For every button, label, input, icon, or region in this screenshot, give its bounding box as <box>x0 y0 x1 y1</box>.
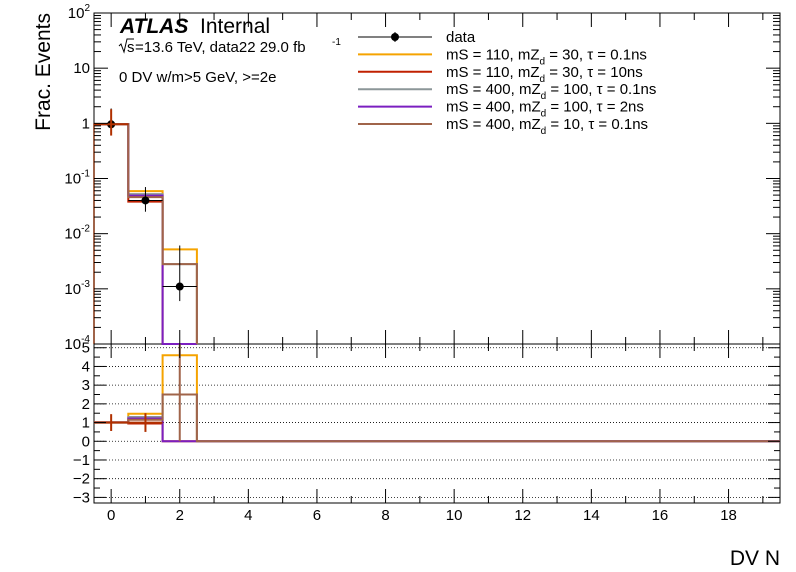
lumi-sqrt-s: s <box>127 39 135 56</box>
x-tick-label: 18 <box>720 507 737 524</box>
ratio-y-tick-label: −2 <box>73 471 90 488</box>
x-tick-label: 16 <box>652 507 669 524</box>
y-tick-label: 10-1 <box>64 169 90 188</box>
histogram-step-ratio <box>94 393 780 443</box>
lumi-exponent: -1 <box>332 37 341 48</box>
data-point <box>175 282 184 291</box>
x-tick-label: 8 <box>381 507 389 524</box>
data-point <box>141 196 150 205</box>
legend-entry: mS = 110, mZd = 30, τ = 0.1ns <box>446 46 647 67</box>
ratio-y-tick-label: 3 <box>82 377 90 394</box>
x-tick-label: 0 <box>107 507 115 524</box>
ratio-y-tick-label: 5 <box>82 340 90 357</box>
selection-label: 0 DV w/m>5 GeV, >=2e <box>119 69 276 86</box>
lumi-text: s =13.6 TeV, data22 29.0 fb -1 <box>118 37 341 56</box>
ratio-y-tick-label: 0 <box>82 433 90 450</box>
histogram-step-main <box>93 123 197 345</box>
y-tick-label: 102 <box>68 3 91 22</box>
atlas-label: ATLAS <box>119 15 188 38</box>
ratio-y-tick-label: 4 <box>82 358 90 375</box>
x-tick-label: 10 <box>446 507 463 524</box>
histogram-series <box>93 123 780 443</box>
ratio-y-tick-label: 1 <box>82 415 90 432</box>
histogram-step-main <box>93 123 197 345</box>
ratio-y-tick-label: −3 <box>73 489 90 506</box>
histogram-step-main <box>93 123 198 344</box>
sqrt-symbol <box>118 38 134 54</box>
y-tick-label: 1 <box>82 115 90 132</box>
x-tick-label: 14 <box>583 507 600 524</box>
legend-entry: mS = 400, mZd = 10, τ = 0.1ns <box>446 116 648 137</box>
histogram-step-main <box>93 123 198 344</box>
y-tick-label: 10-2 <box>64 224 90 243</box>
legend-entry: data <box>446 29 476 46</box>
x-axis-label: DV N <box>730 547 780 570</box>
legend-entry: mS = 400, mZd = 100, τ = 0.1ns <box>446 81 656 102</box>
ratio-y-tick-label: −1 <box>73 452 90 469</box>
y-tick-label: 10 <box>73 60 90 77</box>
legend-entry: mS = 400, mZd = 100, τ = 2ns <box>446 99 644 120</box>
ratio-y-tick-label: 2 <box>82 396 90 413</box>
y-tick-label: 10-4 <box>64 334 90 353</box>
y-tick-label: 10-3 <box>64 279 90 298</box>
x-tick-label: 12 <box>514 507 531 524</box>
x-tick-label: 6 <box>313 507 321 524</box>
lumi-energy-text: =13.6 TeV, data22 29.0 fb <box>135 39 306 56</box>
x-tick-label: 2 <box>176 507 184 524</box>
y-axis-label: Frac. Events <box>32 13 55 131</box>
histogram-step-main <box>93 123 198 344</box>
data-points <box>94 108 197 442</box>
legend-entry: mS = 110, mZd = 30, τ = 10ns <box>446 64 643 85</box>
internal-label: Internal <box>200 15 270 38</box>
x-tick-label: 4 <box>244 507 252 524</box>
